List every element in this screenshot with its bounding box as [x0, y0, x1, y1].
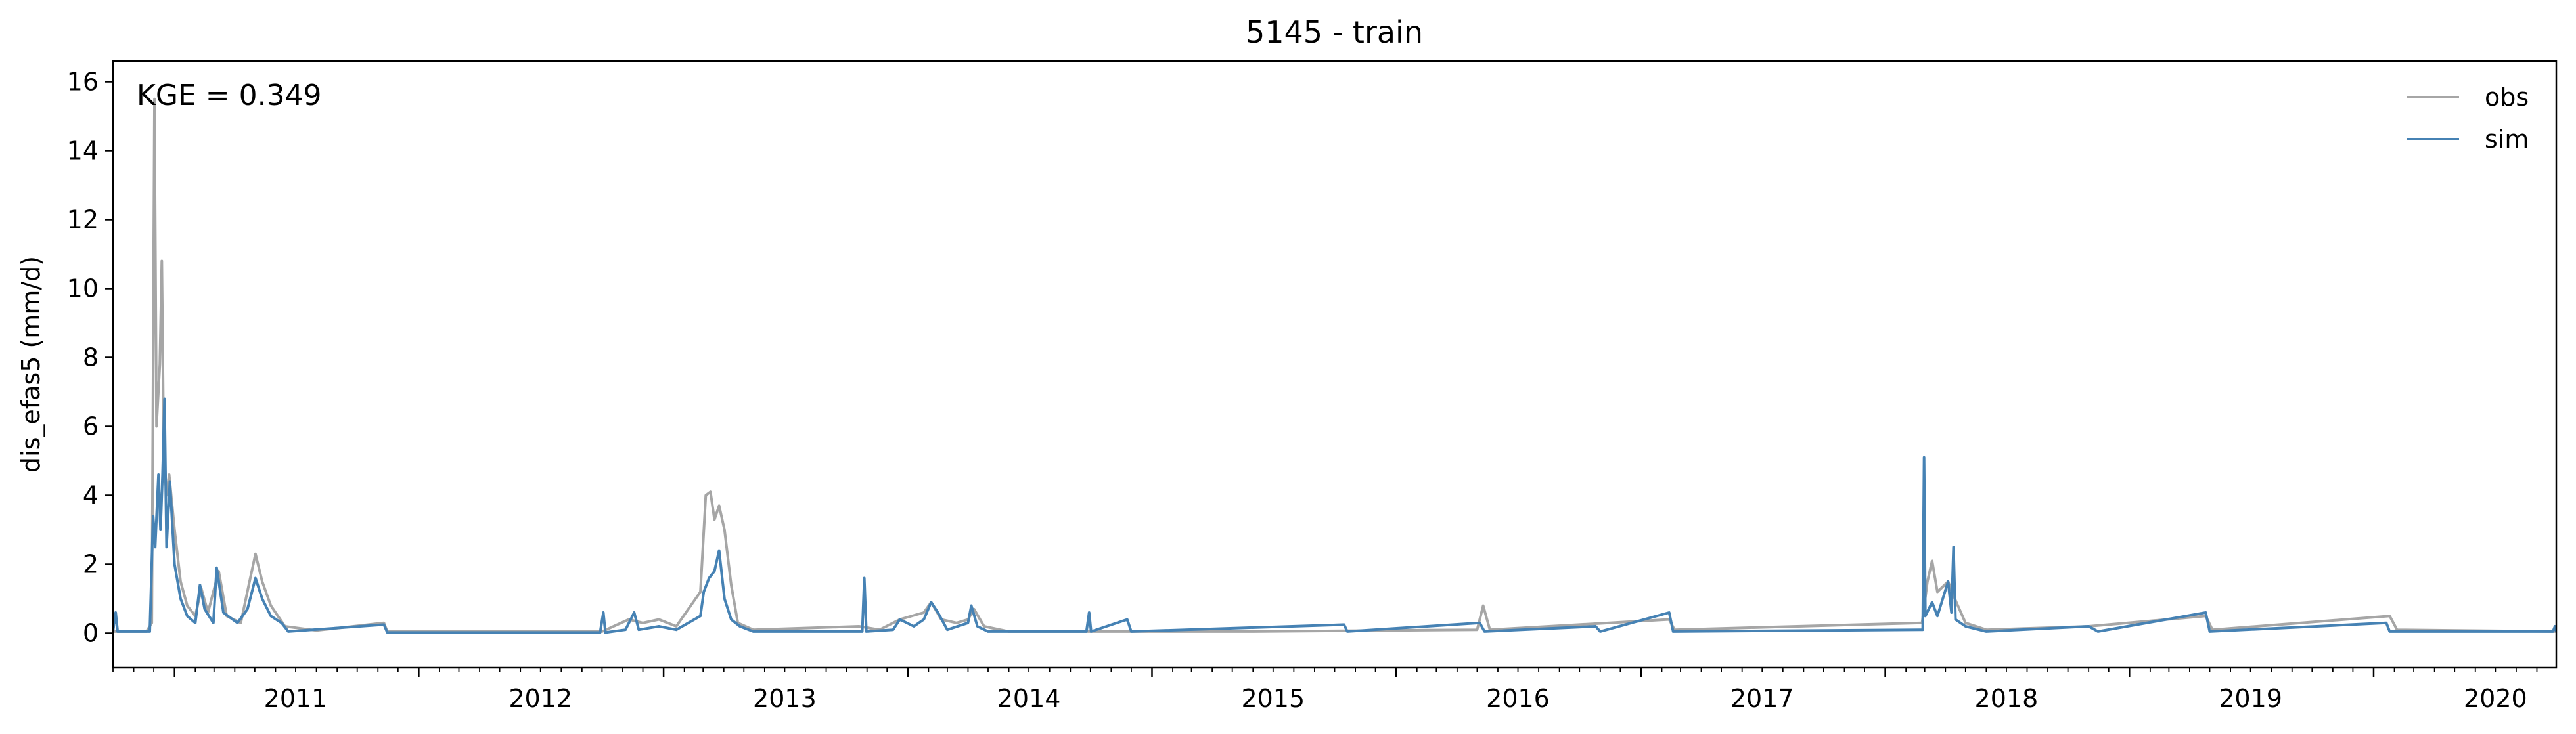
y-axis-label: dis_efas5 (mm/d): [16, 256, 45, 473]
x-tick-label: 2018: [1975, 684, 2039, 713]
x-tick-label: 2012: [508, 684, 572, 713]
x-tick-label: 2019: [2219, 684, 2282, 713]
axes-frame: [112, 60, 2558, 669]
x-tick-label: 2020: [2464, 684, 2527, 713]
y-tick-label: 6: [83, 412, 99, 441]
y-tick-label: 12: [67, 205, 99, 234]
x-tick-label: 2017: [1730, 684, 1794, 713]
y-tick-label: 16: [67, 68, 99, 97]
series-line-sim: [113, 397, 2556, 634]
y-axis: 0 2 4 6 8 10 12 14 16: [67, 68, 113, 648]
x-tick-label: 2016: [1486, 684, 1550, 713]
x-tick-label: 2013: [753, 684, 817, 713]
x-axis: 2011 2012 2013 2014 2015 2016 2017 2018 2019 2020: [112, 668, 2538, 713]
y-tick-label: 8: [83, 343, 99, 372]
kge-annotation: KGE = 0.349: [137, 79, 322, 112]
chart-title: 5145 - train: [1246, 14, 1423, 50]
series-line-obs: [113, 97, 2556, 633]
x-tick-label: 2015: [1241, 684, 1305, 713]
y-tick-label: 2: [83, 550, 99, 579]
legend: obs sim: [2407, 83, 2529, 154]
y-tick-label: 14: [67, 137, 99, 165]
x-tick-label: 2014: [997, 684, 1061, 713]
y-tick-label: 10: [67, 274, 99, 303]
x-tick-label: 2011: [264, 684, 328, 713]
plot-area: [113, 97, 2556, 634]
legend-label-obs: obs: [2485, 83, 2529, 112]
series-layer: [113, 97, 2556, 634]
y-tick-label: 0: [83, 619, 99, 648]
y-tick-label: 4: [83, 481, 99, 510]
legend-label-sim: sim: [2485, 125, 2529, 154]
